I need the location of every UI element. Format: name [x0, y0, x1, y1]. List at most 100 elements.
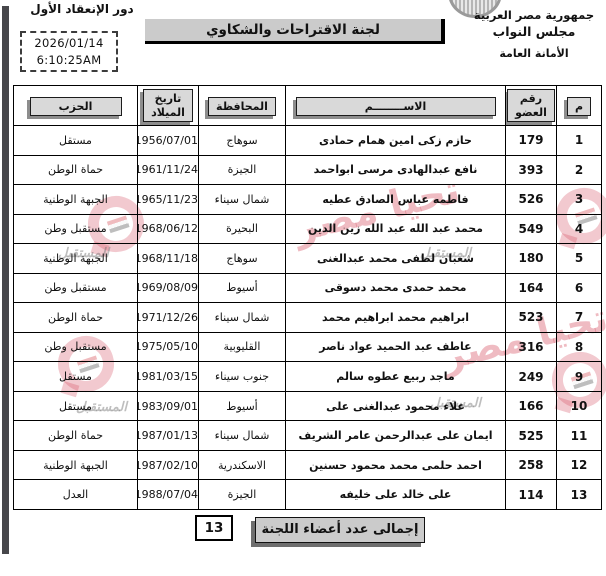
member-number: 249: [505, 361, 557, 392]
name-header-button: الاســــــــم: [295, 96, 496, 117]
governorate: شمال سيناء: [198, 302, 286, 333]
member-name: نافع عبدالهادى مرسى ابواحمد: [285, 154, 506, 186]
member-number: 525: [505, 420, 557, 451]
party: مستقبل وطن: [13, 213, 138, 245]
birthdate: 1981/03/15: [137, 361, 199, 392]
member-number: 166: [505, 390, 557, 422]
table-row: 12 258 احمد حلمى محمد محمود حسنين الاسكن…: [13, 449, 602, 481]
party: الجبهة الوطنية: [13, 449, 138, 481]
table-row: 5 180 شعبان لطفى محمد عبدالغنى سوهاج 196…: [13, 243, 602, 274]
birthdate: 1971/12/26: [137, 302, 199, 333]
party-header-button: الحزب: [29, 96, 122, 117]
table-header-row: م رقم العضو الاســــــــم المحافظة تاريخ ا…: [13, 85, 602, 126]
party: مستقل: [13, 361, 138, 392]
org-secretariat: الأمانة العامة: [499, 47, 569, 60]
party: مستقبل وطن: [13, 272, 138, 304]
scan-edge-artifact: [2, 6, 9, 554]
birthdate: 1987/01/13: [137, 420, 199, 451]
birthdate: 1968/11/18: [137, 243, 199, 274]
birthdate-value: 1971/12/26: [137, 310, 198, 324]
member-number: 393: [505, 154, 557, 186]
birthdate-value: 1981/03/15: [137, 370, 198, 384]
table-row: 7 523 ابراهيم محمد ابراهيم محمد شمال سين…: [13, 302, 602, 333]
birthdate: 1988/07/04: [137, 479, 199, 510]
governorate: أسيوط: [198, 272, 286, 304]
party: مستقل: [13, 390, 138, 422]
birthdate: 1968/06/12: [137, 213, 199, 245]
birthdate: 1987/02/10: [137, 449, 199, 481]
row-index: 13: [556, 479, 602, 510]
total-members-label: إجمالى عدد أعضاء اللجنة: [255, 517, 425, 543]
birthdate-header-button: تاريخ الميلاد: [143, 89, 193, 122]
org-country: جمهورية مصر العربية: [473, 8, 595, 22]
member-no-header-button: رقم العضو: [507, 89, 555, 122]
member-no-header-line2: العضو: [515, 105, 547, 119]
table-row: 6 164 محمد حمدى محمد دسوقى أسيوط 1969/08…: [13, 272, 602, 304]
row-index: 2: [556, 154, 602, 186]
birthdate-value: 1988/07/04: [137, 488, 198, 502]
member-number: 523: [505, 302, 557, 333]
party: الجبهة الوطنية: [13, 184, 138, 215]
member-number: 114: [505, 479, 557, 510]
member-no-header-line1: رقم: [519, 92, 543, 106]
member-name: محمد حمدى محمد دسوقى: [285, 272, 506, 304]
row-index: 3: [556, 184, 602, 215]
member-number: 258: [505, 449, 557, 481]
birthdate-value: 1965/11/23: [137, 192, 198, 206]
table-row: 2 393 نافع عبدالهادى مرسى ابواحمد الجيزة…: [13, 154, 602, 186]
governorate: شمال سيناء: [198, 420, 286, 451]
member-name: شعبان لطفى محمد عبدالغنى: [285, 243, 506, 274]
birthdate-value: 1968/11/18: [137, 251, 198, 265]
row-index: 8: [556, 331, 602, 363]
row-index: 1: [556, 125, 602, 156]
governorate: الجيزة: [198, 154, 286, 186]
birthdate-value: 1983/09/01: [137, 399, 198, 413]
table-row: 8 316 عاطف عبد الحميد عواد ناصر القليوبي…: [13, 331, 602, 363]
member-name: ابراهيم محمد ابراهيم محمد: [285, 302, 506, 333]
header-cell-birthdate: تاريخ الميلاد: [137, 85, 199, 126]
header-cell-index: م: [556, 85, 602, 126]
birthdate: 1961/11/24: [137, 154, 199, 186]
party: حماة الوطن: [13, 154, 138, 186]
member-name: عاطف عبد الحميد عواد ناصر: [285, 331, 506, 363]
party: مستقبل وطن: [13, 331, 138, 363]
party: حماة الوطن: [13, 420, 138, 451]
member-number: 164: [505, 272, 557, 304]
birthdate-value: 1961/11/24: [137, 163, 198, 177]
member-name: علاء محمود عبدالغنى على: [285, 390, 506, 422]
row-index: 9: [556, 361, 602, 392]
table-row: 10 166 علاء محمود عبدالغنى على أسيوط 198…: [13, 390, 602, 422]
governorate: جنوب سيناء: [198, 361, 286, 392]
member-name: ايمان على عبدالرحمن عامر الشريف: [285, 420, 506, 451]
party: العدل: [13, 479, 138, 510]
birthdate: 1956/07/01: [137, 125, 199, 156]
member-name: حازم زكى امين همام حمادى: [285, 125, 506, 156]
header-cell-party: الحزب: [13, 85, 138, 126]
table-row: 9 249 ماجد ربيع عطوه سالم جنوب سيناء 198…: [13, 361, 602, 392]
row-index: 4: [556, 213, 602, 245]
table-row: 13 114 على خالد على خليفه الجيزة 1988/07…: [13, 479, 602, 510]
birthdate-value: 1968/06/12: [137, 222, 198, 236]
governorate: الاسكندرية: [198, 449, 286, 481]
member-name: محمد عبد الله عبد الله زين الدين: [285, 213, 506, 245]
print-date: 2026/01/14: [34, 36, 104, 50]
governorate-header-button: المحافظة: [208, 96, 276, 117]
governorate: شمال سيناء: [198, 184, 286, 215]
row-index: 10: [556, 390, 602, 422]
governorate: أسيوط: [198, 390, 286, 422]
table-row: 1 179 حازم زكى امين همام حمادى سوهاج 195…: [13, 125, 602, 156]
session-label: دور الإنعقاد الأول: [30, 2, 134, 16]
governorate: البحيرة: [198, 213, 286, 245]
birthdate-value: 1975/05/10: [137, 340, 198, 354]
member-number: 179: [505, 125, 557, 156]
governorate: الجيزة: [198, 479, 286, 510]
committee-members-table: م رقم العضو الاســــــــم المحافظة تاريخ ا…: [13, 85, 602, 510]
row-index: 6: [556, 272, 602, 304]
birthdate: 1975/05/10: [137, 331, 199, 363]
member-number: 180: [505, 243, 557, 274]
table-row: 4 549 محمد عبد الله عبد الله زين الدين ا…: [13, 213, 602, 245]
total-members-value: 13: [195, 515, 233, 541]
index-header-button: م: [566, 96, 592, 117]
birthdate-header-line2: الميلاد: [151, 105, 185, 119]
